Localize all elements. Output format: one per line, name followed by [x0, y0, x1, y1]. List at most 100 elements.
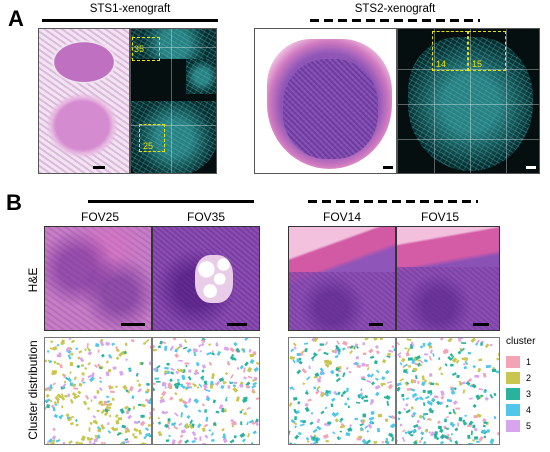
cell-fragment [85, 395, 89, 400]
cell-fragment [422, 415, 426, 420]
cell-fragment [103, 442, 106, 445]
cell-fragment [406, 409, 411, 413]
cell-fragment [177, 379, 180, 382]
cell-fragment [432, 353, 434, 357]
cell-fragment [106, 406, 108, 410]
cell-fragment [296, 369, 301, 374]
cell-fragment [192, 431, 197, 436]
cell-fragment [386, 441, 389, 445]
cell-fragment [496, 370, 500, 373]
cell-fragment [462, 358, 466, 361]
cell-fragment [435, 431, 438, 435]
cell-fragment [133, 406, 135, 409]
cell-fragment [367, 367, 370, 370]
cell-fragment [417, 381, 419, 384]
cell-fragment [290, 387, 294, 390]
cell-fragment [178, 360, 183, 362]
cell-fragment [200, 350, 203, 353]
cell-fragment [162, 382, 167, 387]
cell-fragment [366, 364, 369, 367]
cell-fragment [76, 348, 78, 350]
cell-fragment [448, 338, 453, 343]
cell-fragment [454, 428, 458, 432]
fov15-he-texture [397, 267, 500, 331]
cell-fragment [92, 415, 96, 419]
fov35-fat-region [195, 255, 233, 303]
sts1-title: STS1-xenograft [42, 3, 218, 16]
cell-fragment [387, 353, 390, 356]
cell-fragment [444, 419, 447, 423]
cell-fragment [73, 387, 78, 389]
legend-label-1: 1 [526, 357, 531, 368]
cell-fragment [456, 375, 460, 378]
cell-fragment [92, 442, 97, 445]
cell-fragment [485, 343, 490, 348]
cell-fragment [304, 348, 308, 352]
cell-fragment [297, 401, 300, 405]
sts1-fov25-label: 25 [143, 141, 153, 151]
cell-fragment [320, 411, 324, 415]
cell-fragment [408, 365, 411, 367]
cell-fragment [250, 354, 255, 358]
cell-fragment [325, 406, 328, 409]
cell-fragment [342, 390, 347, 395]
cell-fragment [131, 395, 134, 399]
cell-fragment [474, 428, 478, 431]
cell-fragment [52, 435, 57, 440]
cell-fragment [493, 393, 496, 396]
cell-fragment [225, 399, 227, 401]
cell-fragment [440, 390, 445, 396]
cell-fragment [229, 347, 234, 352]
cell-fragment [240, 384, 243, 388]
cell-fragment [174, 353, 179, 358]
cell-fragment [244, 338, 248, 341]
cell-fragment [108, 369, 111, 373]
cell-fragment [116, 420, 120, 424]
cell-fragment [88, 351, 93, 356]
cell-fragment [99, 377, 102, 380]
cell-fragment [153, 408, 155, 411]
cell-fragment [330, 370, 335, 375]
cell-fragment [438, 358, 440, 360]
cell-fragment [189, 420, 193, 425]
cell-fragment [202, 403, 205, 406]
cell-fragment [180, 412, 183, 417]
cell-fragment [309, 421, 313, 425]
cell-fragment [87, 362, 91, 366]
cell-fragment [53, 382, 57, 385]
cell-fragment [292, 360, 296, 364]
cell-fragment [146, 383, 150, 386]
cell-fragment [250, 359, 255, 364]
cell-fragment [81, 435, 86, 441]
cell-fragment [69, 371, 71, 374]
cell-fragment [56, 439, 61, 442]
cell-fragment [379, 338, 383, 340]
cell-fragment [153, 383, 156, 385]
cell-fragment [87, 343, 89, 348]
cell-fragment [95, 343, 99, 347]
cell-fragment [302, 420, 306, 423]
cell-fragment [331, 398, 336, 402]
sts1-title-bar [42, 19, 218, 22]
cell-fragment [173, 426, 178, 430]
cell-fragment [364, 425, 368, 429]
fov35-scalebar [227, 323, 247, 326]
cell-fragment [336, 377, 341, 382]
cell-fragment [166, 363, 169, 366]
cell-fragment [180, 434, 183, 438]
cell-fragment [78, 350, 82, 354]
cell-fragment [99, 387, 103, 391]
cell-fragment [57, 344, 60, 347]
sts1-fov35-label: 35 [134, 44, 144, 54]
cell-fragment [95, 435, 98, 438]
cell-fragment [375, 378, 379, 382]
cell-fragment [196, 362, 200, 366]
cell-fragment [476, 441, 480, 444]
sts2-title: STS2-xenograft [310, 3, 480, 16]
cell-fragment [413, 368, 418, 371]
cell-fragment [125, 440, 129, 443]
cell-fragment [471, 431, 473, 436]
cell-fragment [473, 365, 476, 368]
cell-fragment [423, 441, 427, 445]
cell-fragment [294, 435, 299, 440]
